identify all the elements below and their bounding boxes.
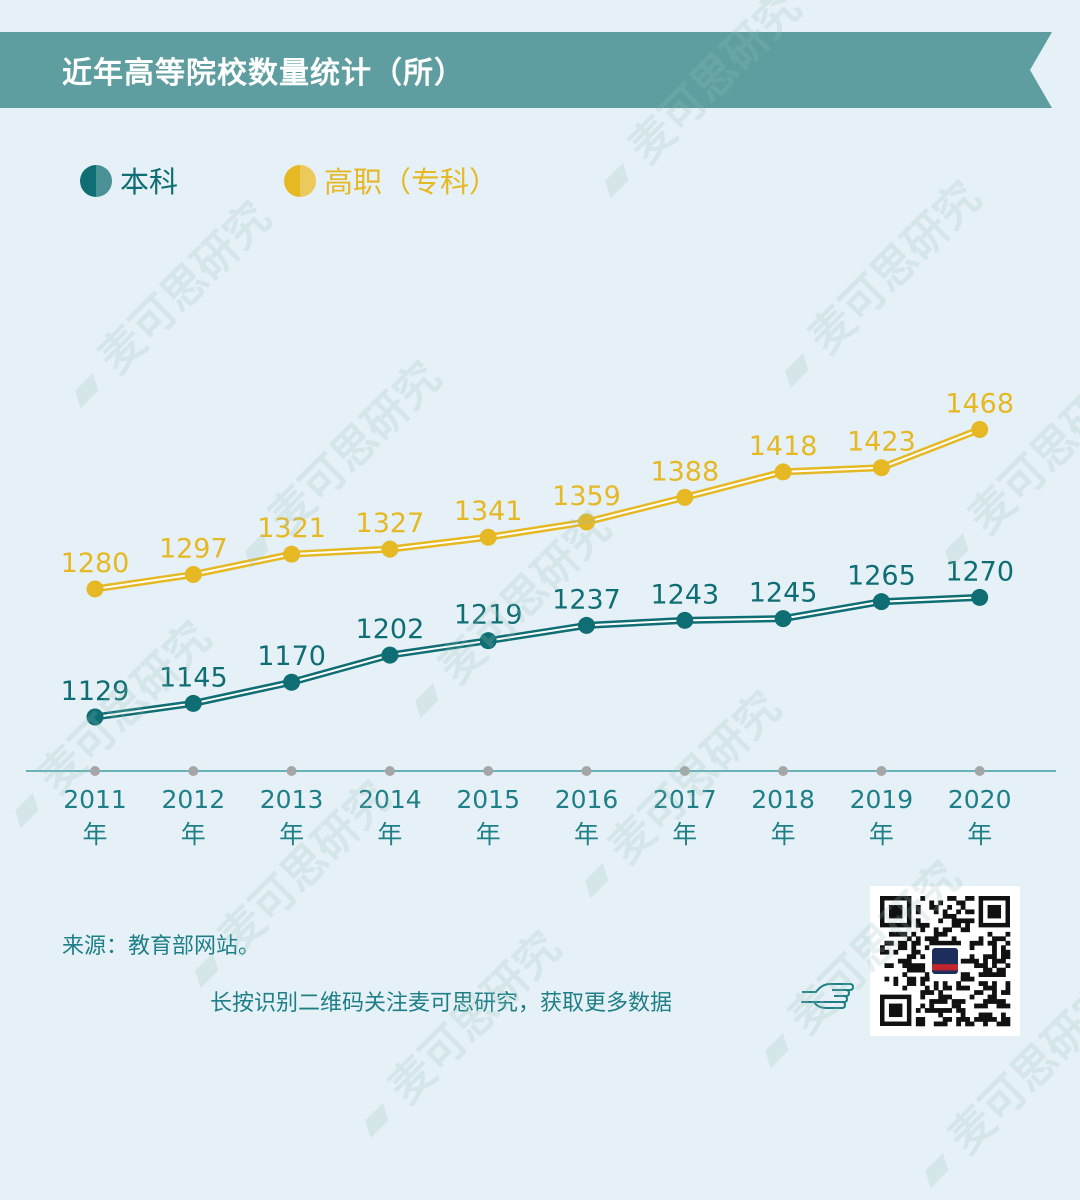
legend-marker-highlight bbox=[96, 165, 112, 197]
x-tick-suffix: 年 bbox=[574, 820, 599, 849]
x-tick-label: 2014 bbox=[358, 785, 422, 814]
data-point bbox=[971, 588, 989, 606]
x-tick-dot bbox=[384, 766, 395, 776]
pointing-hand-icon bbox=[801, 983, 854, 1009]
x-tick-label: 2013 bbox=[260, 785, 324, 814]
data-label: 1270 bbox=[945, 556, 1014, 587]
x-tick-suffix: 年 bbox=[377, 820, 402, 849]
data-point bbox=[86, 580, 104, 598]
data-label: 1418 bbox=[749, 431, 818, 462]
qr-code[interactable] bbox=[870, 886, 1020, 1036]
x-tick-dot bbox=[581, 766, 592, 776]
x-tick-dot bbox=[286, 766, 297, 776]
series-line-inner bbox=[94, 596, 980, 718]
data-point bbox=[86, 708, 104, 726]
series-line-outer bbox=[94, 593, 980, 721]
x-tick-dot bbox=[483, 766, 494, 776]
data-point bbox=[971, 421, 989, 439]
data-label: 1237 bbox=[552, 584, 621, 615]
x-tick-suffix: 年 bbox=[672, 820, 697, 849]
x-tick-label: 2019 bbox=[850, 785, 914, 814]
data-label: 1359 bbox=[552, 481, 621, 512]
page-title: 近年高等院校数量统计（所） bbox=[62, 56, 465, 91]
data-label: 1170 bbox=[257, 641, 326, 672]
x-tick-dot bbox=[974, 766, 985, 776]
x-tick-label: 2012 bbox=[161, 785, 225, 814]
data-point bbox=[381, 646, 399, 664]
x-tick-suffix: 年 bbox=[967, 820, 992, 849]
data-point bbox=[578, 513, 595, 531]
data-label: 1468 bbox=[945, 389, 1014, 420]
data-point bbox=[872, 593, 890, 611]
x-tick-dot bbox=[876, 766, 887, 776]
x-tick-dot bbox=[778, 766, 789, 776]
x-tick-suffix: 年 bbox=[82, 820, 107, 849]
x-tick-dot bbox=[90, 766, 100, 776]
data-point bbox=[774, 463, 792, 481]
data-label: 1145 bbox=[159, 662, 228, 693]
x-tick-label: 2020 bbox=[948, 785, 1012, 814]
x-tick-label: 2015 bbox=[456, 785, 520, 814]
data-point bbox=[872, 459, 890, 477]
x-tick-suffix: 年 bbox=[869, 820, 894, 849]
data-label: 1321 bbox=[257, 513, 326, 544]
data-label: 1327 bbox=[356, 508, 425, 539]
legend-marker-highlight bbox=[300, 165, 316, 197]
legend-item-gaozhi: 高职（专科） bbox=[284, 165, 498, 199]
legend-label: 高职（专科） bbox=[324, 165, 498, 199]
title-banner bbox=[0, 32, 1052, 108]
x-tick-suffix: 年 bbox=[279, 820, 304, 849]
x-tick-dot bbox=[679, 766, 690, 776]
data-label: 1280 bbox=[61, 548, 130, 579]
data-point bbox=[283, 545, 301, 563]
x-tick-suffix: 年 bbox=[476, 820, 501, 849]
data-label: 1219 bbox=[454, 600, 523, 631]
x-tick-label: 2016 bbox=[555, 785, 619, 814]
x-tick-suffix: 年 bbox=[181, 820, 206, 849]
data-label: 1243 bbox=[650, 579, 719, 610]
legend-marker bbox=[284, 165, 316, 197]
data-point bbox=[774, 610, 792, 628]
x-tick-label: 2018 bbox=[751, 785, 815, 814]
line-chart: 2011 年 2012 年 2013 年 2014 年 2015 年 2016 年 2017 年 2018 年… bbox=[26, 165, 1056, 849]
data-label: 1388 bbox=[650, 456, 719, 487]
data-label: 1341 bbox=[454, 496, 523, 527]
data-label: 1245 bbox=[749, 578, 818, 609]
x-tick-suffix: 年 bbox=[771, 820, 796, 849]
legend-marker bbox=[80, 165, 112, 197]
legend-item-benke: 本科 bbox=[80, 165, 178, 199]
data-point bbox=[578, 616, 595, 634]
data-label: 1297 bbox=[159, 534, 228, 565]
data-point bbox=[184, 694, 202, 712]
data-point bbox=[676, 611, 694, 629]
source-note: 来源：教育部网站。 bbox=[62, 934, 261, 959]
data-point bbox=[381, 540, 399, 558]
data-label: 1423 bbox=[847, 427, 916, 458]
data-label: 1129 bbox=[61, 676, 130, 707]
data-point bbox=[184, 566, 202, 584]
series-line-inner bbox=[94, 428, 981, 590]
data-point bbox=[283, 673, 301, 691]
x-tick-dot bbox=[188, 766, 199, 776]
data-label: 1202 bbox=[356, 614, 425, 645]
qr-call-to-action: 长按识别二维码关注麦可思研究，获取更多数据 bbox=[210, 991, 673, 1016]
watermark: ▰ 麦可思研究 bbox=[344, 921, 571, 1149]
x-tick-label: 2011 bbox=[63, 785, 127, 814]
legend-label: 本科 bbox=[120, 165, 178, 199]
data-point bbox=[479, 528, 497, 546]
data-label: 1265 bbox=[847, 561, 916, 592]
data-point bbox=[479, 632, 497, 650]
x-tick-label: 2017 bbox=[653, 785, 717, 814]
data-point bbox=[676, 488, 694, 506]
